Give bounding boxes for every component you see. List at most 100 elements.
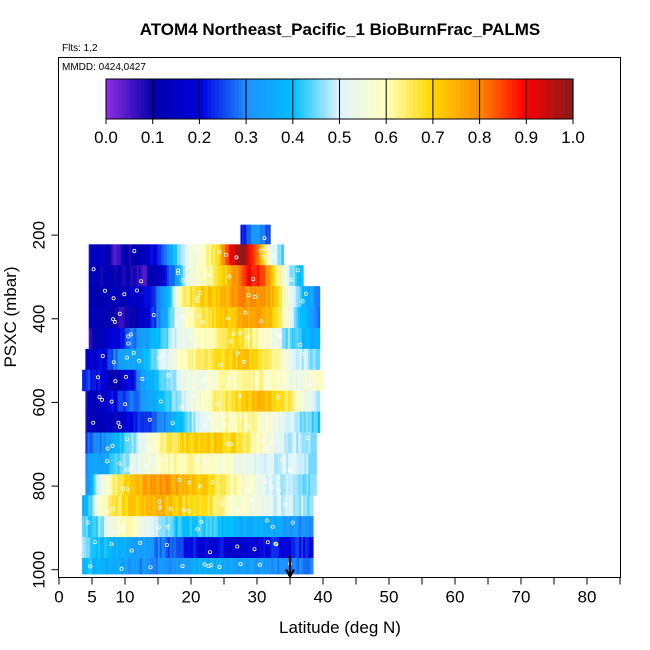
- sample-point: [305, 435, 310, 440]
- sample-point: [157, 505, 162, 510]
- heatmap-cell: [262, 453, 265, 475]
- heatmap-cell: [117, 411, 120, 434]
- heatmap-cell: [251, 557, 254, 575]
- heatmap-cell: [239, 265, 242, 287]
- heatmap-cell: [104, 516, 107, 538]
- heatmap-cell: [193, 537, 197, 559]
- heatmap-cell: [235, 495, 238, 517]
- heatmap-cell: [201, 390, 205, 413]
- heatmap-cell: [241, 537, 244, 559]
- heatmap-cell: [82, 369, 85, 392]
- heatmap-cell: [94, 244, 98, 266]
- colorbar-segment: [557, 79, 562, 119]
- heatmap-cell: [222, 307, 225, 329]
- heatmap-cell: [114, 244, 118, 266]
- heatmap-cell: [307, 411, 311, 434]
- heatmap-cell: [111, 411, 114, 434]
- heatmap-cell: [181, 453, 185, 475]
- profile-band: [85, 474, 317, 496]
- heatmap-cell: [243, 411, 247, 434]
- heatmap-cell: [308, 453, 311, 475]
- heatmap-cell: [251, 307, 255, 329]
- heatmap-cell: [293, 390, 297, 413]
- heatmap-cell: [88, 369, 91, 392]
- heatmap-cell: [219, 453, 223, 475]
- heatmap-cell: [111, 390, 114, 413]
- heatmap-cell: [118, 327, 122, 350]
- heatmap-cell: [275, 307, 279, 329]
- heatmap-cell: [213, 244, 216, 266]
- heatmap-cell: [158, 307, 161, 329]
- heatmap-cell: [178, 265, 182, 287]
- heatmap-cell: [207, 516, 211, 538]
- colorbar-segment: [390, 79, 395, 119]
- heatmap-cell: [148, 286, 151, 308]
- heatmap-cell: [287, 495, 290, 517]
- heatmap-cell: [291, 390, 295, 413]
- heatmap-cell: [229, 537, 232, 559]
- heatmap-cell: [119, 411, 122, 434]
- heatmap-cell: [93, 453, 96, 475]
- heatmap-cell: [129, 557, 133, 575]
- sample-point: [215, 401, 220, 406]
- heatmap-cell: [188, 369, 192, 392]
- heatmap-cell: [251, 265, 254, 287]
- heatmap-cell: [267, 265, 270, 287]
- heatmap-cell: [221, 495, 224, 517]
- heatmap-cell: [209, 411, 213, 434]
- heatmap-cell: [193, 516, 197, 538]
- heatmap-cell: [229, 411, 233, 434]
- colorbar-segment: [347, 79, 352, 119]
- heatmap-cell: [263, 265, 266, 287]
- heatmap-cell: [151, 474, 155, 496]
- heatmap-cell: [153, 390, 156, 413]
- heatmap-cell: [304, 453, 307, 475]
- heatmap-cell: [225, 495, 228, 517]
- heatmap-cell: [141, 557, 145, 575]
- heatmap-cell: [168, 265, 172, 287]
- sample-point: [196, 246, 201, 251]
- heatmap-cell: [291, 495, 294, 517]
- heatmap-cell: [219, 348, 223, 371]
- heatmap-cell: [105, 411, 108, 434]
- heatmap-cell: [121, 348, 124, 371]
- heatmap-cell: [222, 286, 225, 308]
- sample-point: [262, 246, 267, 251]
- heatmap-cell: [276, 369, 280, 392]
- heatmap-cell: [253, 224, 256, 245]
- heatmap-cell: [264, 432, 267, 454]
- heatmap-cell: [223, 265, 226, 287]
- heatmap-cell: [258, 224, 261, 245]
- heatmap-cell: [194, 307, 197, 329]
- heatmap-cell: [215, 537, 219, 559]
- heatmap-cell: [90, 286, 94, 308]
- x-tick-label: 20: [182, 588, 201, 607]
- heatmap-cell: [266, 369, 270, 392]
- heatmap-cell: [133, 390, 136, 413]
- heatmap-cell: [210, 286, 213, 308]
- heatmap-cell: [292, 369, 296, 392]
- profile-band: [85, 453, 317, 475]
- heatmap-cell: [299, 495, 302, 517]
- heatmap-cell: [299, 307, 303, 329]
- heatmap-cell: [175, 390, 179, 413]
- heatmap-cell: [187, 244, 190, 266]
- heatmap-cell: [314, 474, 317, 496]
- heatmap-cell: [181, 348, 185, 371]
- heatmap-cell: [267, 557, 270, 575]
- heatmap-cell: [155, 495, 159, 517]
- heatmap-cell: [314, 432, 317, 454]
- heatmap-cell: [101, 453, 104, 475]
- heatmap-cell: [197, 453, 201, 475]
- heatmap-cell: [269, 390, 273, 413]
- sample-point: [110, 506, 115, 511]
- heatmap-cell: [207, 411, 211, 434]
- heatmap-cell: [189, 557, 193, 575]
- heatmap-cell: [125, 495, 129, 517]
- heatmap-cell: [197, 537, 201, 559]
- colorbar-segment: [109, 79, 115, 119]
- heatmap-cell: [191, 557, 195, 575]
- heatmap-cell: [207, 432, 211, 454]
- colorbar-segment: [405, 79, 411, 119]
- colorbar-segment: [249, 79, 255, 119]
